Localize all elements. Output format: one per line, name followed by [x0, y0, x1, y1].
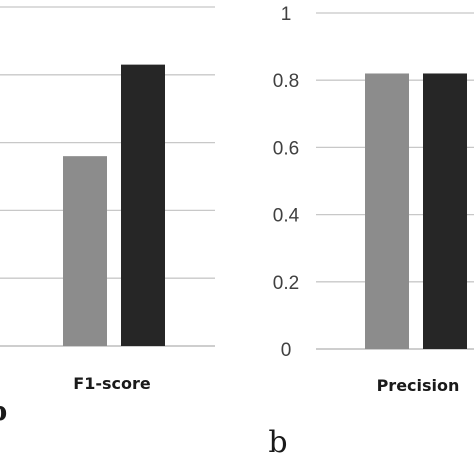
right-bar-2 [423, 73, 467, 349]
panel-label-right: b [268, 425, 287, 460]
left-bar-2 [121, 64, 165, 346]
right-bars [365, 73, 467, 349]
panel-precision: 0 0.2 0.4 0.6 0.8 1 Precision b [268, 4, 474, 460]
y-tick-label: 1 [281, 4, 292, 25]
y-tick-label: 0.8 [273, 71, 299, 92]
left-bars [63, 64, 165, 346]
x-category-f1-score: F1-score [73, 374, 151, 393]
left-bar-1 [63, 156, 107, 346]
y-tick-label: 0 [281, 340, 292, 361]
panel-label-left: b [0, 397, 7, 427]
y-tick-label: 0.6 [273, 138, 299, 159]
y-tick-label: 0.4 [273, 206, 300, 227]
right-y-ticks: 0 0.2 0.4 0.6 0.8 1 [273, 4, 300, 361]
right-bar-1 [365, 73, 409, 349]
left-gridlines [0, 6, 215, 347]
x-category-precision: Precision [377, 376, 460, 395]
panel-f1-score: F1-score b [0, 6, 215, 427]
y-tick-label: 0.2 [273, 273, 299, 294]
